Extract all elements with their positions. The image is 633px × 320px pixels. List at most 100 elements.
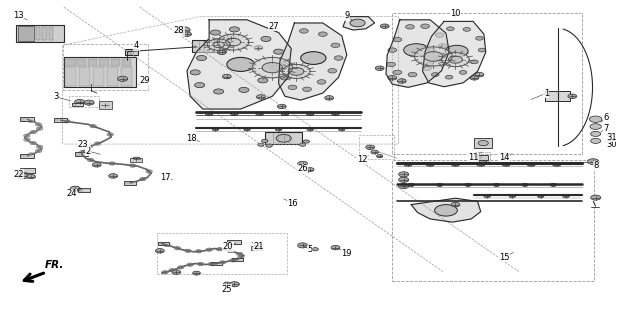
Text: 8: 8	[593, 161, 598, 170]
Circle shape	[87, 158, 94, 162]
Circle shape	[218, 248, 221, 250]
Circle shape	[270, 65, 280, 70]
Bar	[392, 13, 582, 154]
Circle shape	[252, 245, 261, 250]
Circle shape	[254, 46, 263, 50]
Circle shape	[465, 183, 471, 187]
Circle shape	[237, 252, 243, 256]
Polygon shape	[449, 56, 462, 63]
Circle shape	[75, 100, 85, 105]
Polygon shape	[289, 68, 304, 75]
Circle shape	[331, 245, 340, 250]
Circle shape	[176, 247, 179, 249]
Circle shape	[393, 37, 402, 42]
Circle shape	[238, 253, 241, 255]
Text: 6: 6	[603, 114, 608, 123]
Circle shape	[589, 116, 602, 123]
Circle shape	[388, 76, 397, 80]
Bar	[107, 67, 118, 86]
Circle shape	[24, 138, 30, 141]
Circle shape	[17, 173, 28, 179]
Circle shape	[219, 261, 225, 264]
Bar	[93, 67, 104, 86]
Text: 17: 17	[160, 173, 170, 182]
Bar	[36, 27, 41, 40]
Circle shape	[298, 161, 308, 166]
Polygon shape	[279, 23, 347, 100]
Bar	[75, 152, 88, 156]
Circle shape	[130, 164, 136, 167]
Bar	[477, 155, 488, 160]
Circle shape	[258, 78, 268, 83]
Circle shape	[229, 250, 232, 252]
Circle shape	[371, 150, 379, 154]
Text: 22: 22	[13, 170, 23, 179]
Circle shape	[35, 123, 42, 126]
Bar	[65, 59, 75, 66]
Circle shape	[421, 24, 430, 28]
Circle shape	[470, 76, 479, 80]
Bar	[545, 92, 570, 101]
Bar	[99, 101, 113, 109]
Circle shape	[231, 260, 234, 261]
Circle shape	[451, 202, 460, 207]
Circle shape	[256, 95, 265, 99]
Circle shape	[406, 25, 415, 29]
Circle shape	[591, 195, 601, 200]
Circle shape	[199, 263, 202, 265]
Text: 5: 5	[308, 245, 313, 254]
Circle shape	[169, 269, 175, 272]
Text: 15: 15	[499, 253, 510, 262]
Polygon shape	[386, 20, 449, 87]
Circle shape	[428, 48, 436, 52]
Bar	[18, 26, 34, 41]
Circle shape	[131, 165, 134, 166]
Circle shape	[398, 79, 406, 83]
Polygon shape	[343, 17, 375, 30]
Circle shape	[171, 269, 173, 271]
Circle shape	[460, 70, 467, 74]
Text: 23: 23	[77, 140, 88, 149]
Circle shape	[591, 131, 601, 136]
Circle shape	[206, 248, 212, 251]
Circle shape	[192, 271, 200, 275]
Circle shape	[118, 76, 128, 81]
Circle shape	[587, 159, 599, 164]
Text: 30: 30	[607, 140, 617, 149]
Circle shape	[537, 195, 544, 198]
Circle shape	[109, 174, 118, 178]
Circle shape	[141, 178, 144, 180]
Text: 27: 27	[268, 22, 279, 31]
Text: 10: 10	[450, 9, 461, 18]
Bar	[64, 57, 137, 87]
Circle shape	[553, 163, 560, 167]
Bar	[69, 96, 99, 108]
Circle shape	[227, 250, 234, 253]
Bar	[265, 132, 302, 144]
Circle shape	[261, 139, 268, 142]
Circle shape	[90, 124, 96, 128]
Circle shape	[393, 70, 402, 75]
Circle shape	[208, 249, 211, 251]
Circle shape	[484, 195, 490, 198]
Circle shape	[452, 163, 460, 167]
Circle shape	[163, 271, 166, 273]
Circle shape	[210, 30, 220, 35]
Polygon shape	[282, 64, 310, 78]
Circle shape	[166, 244, 169, 246]
Circle shape	[388, 48, 397, 52]
Circle shape	[227, 57, 254, 71]
Circle shape	[179, 267, 182, 268]
Circle shape	[478, 48, 486, 52]
Text: 19: 19	[342, 249, 352, 258]
Circle shape	[423, 66, 432, 70]
Circle shape	[230, 259, 236, 262]
Circle shape	[132, 157, 141, 162]
Circle shape	[275, 128, 282, 131]
Circle shape	[92, 163, 101, 167]
Circle shape	[306, 168, 314, 172]
Bar	[158, 242, 170, 245]
Circle shape	[25, 139, 28, 140]
Circle shape	[237, 256, 244, 259]
Circle shape	[288, 85, 297, 90]
